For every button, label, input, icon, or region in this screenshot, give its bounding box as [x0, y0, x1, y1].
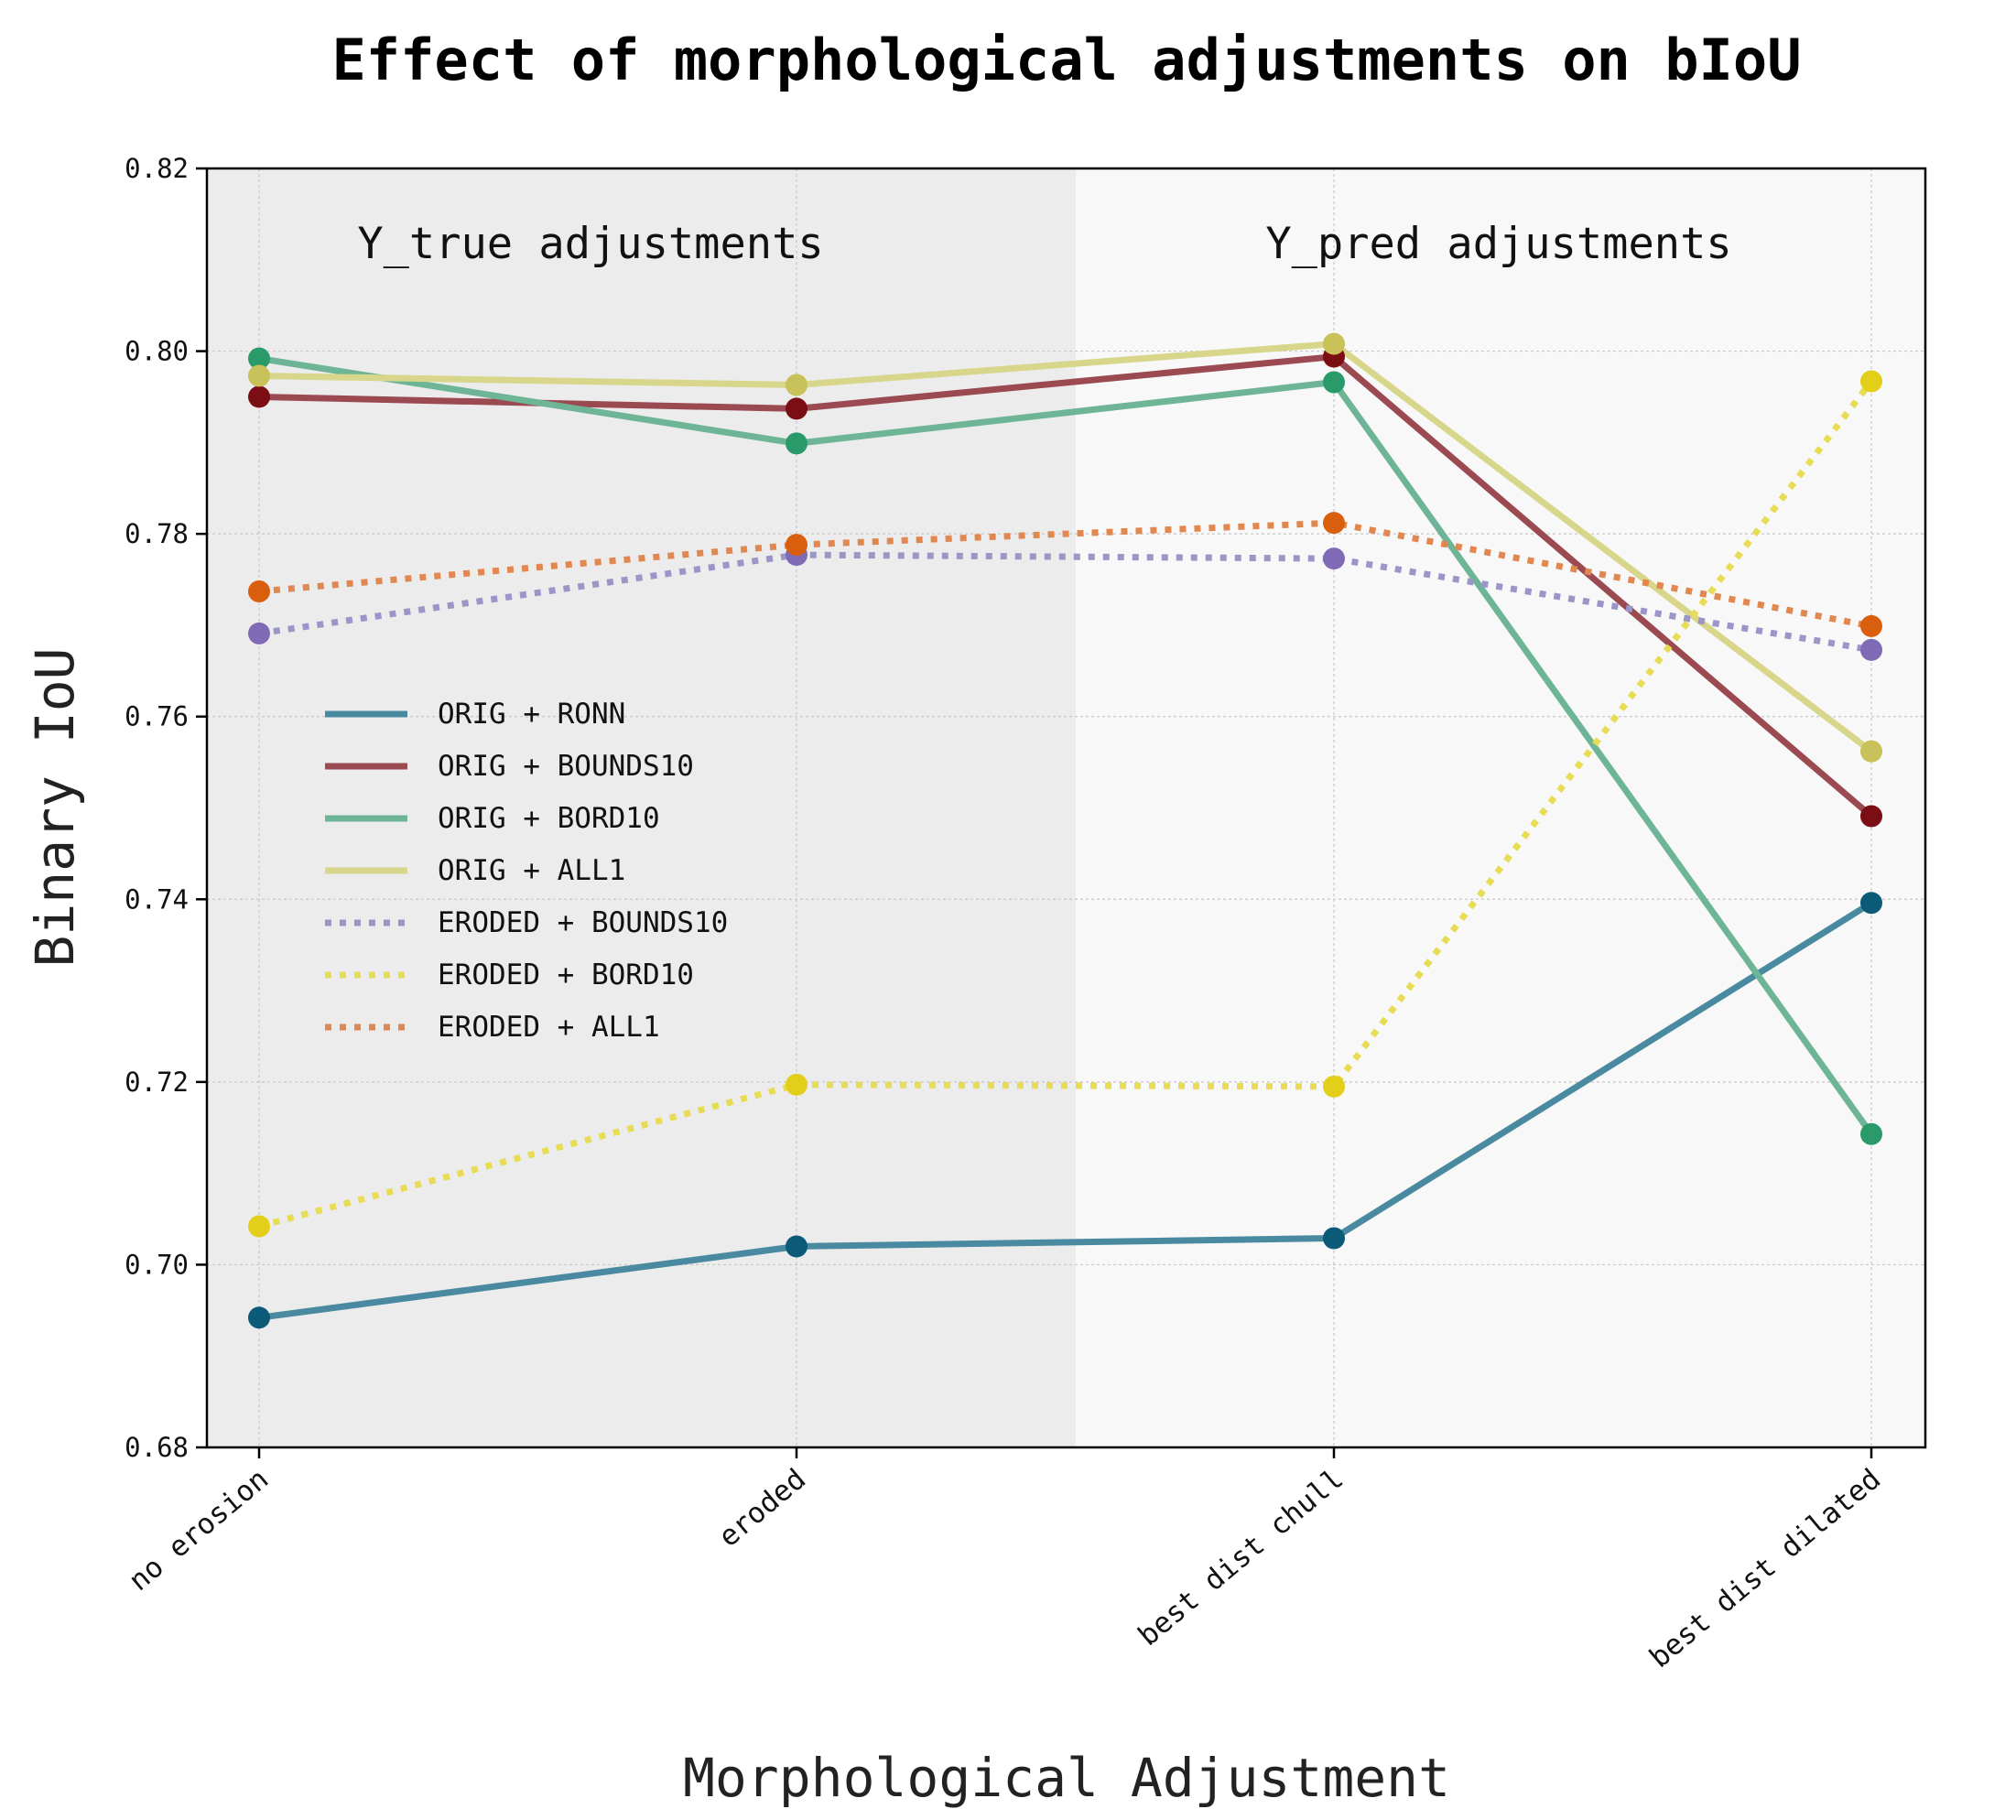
x-axis: no erosion eroded best dist chull best dist… [123, 1447, 1887, 1674]
y-tick-label-0: 0.68 [125, 1432, 189, 1463]
series-4-point-3 [1860, 638, 1882, 661]
legend: ORIG + RONN ORIG + BOUNDS10 ORIG + BORD10 O… [325, 698, 728, 1044]
series-line-0 [258, 900, 1873, 1321]
series-3-point-2 [1323, 332, 1345, 355]
series-5-point-3 [1860, 370, 1882, 393]
series-5-point-2 [1323, 1075, 1345, 1098]
region-label-1: Y_pred adjustments [1265, 219, 1731, 269]
series-3-point-1 [786, 374, 807, 396]
series-2-point-1 [786, 432, 807, 455]
legend-label-1: ORIG + BOUNDS10 [438, 750, 694, 783]
series-2-point-3 [1860, 1122, 1882, 1145]
series-0-point-1 [786, 1235, 807, 1258]
x-tick-label-1: eroded [712, 1463, 812, 1555]
x-tick-label-3: best dist dilated [1643, 1463, 1887, 1675]
plot-frame [205, 167, 1927, 1449]
series-0-point-3 [1860, 892, 1882, 915]
series-line-4 [258, 551, 1872, 654]
y-tick-label-6: 0.80 [125, 336, 189, 367]
x-tick-label-0: no erosion [123, 1463, 275, 1598]
series-line-6 [258, 519, 1872, 630]
region-1 [1076, 168, 1925, 1447]
markers-group [248, 332, 1882, 1329]
series-3-point-3 [1860, 740, 1882, 763]
series-1-point-0 [248, 385, 270, 408]
series-line-3 [258, 341, 1874, 754]
series-5-point-1 [786, 1073, 807, 1096]
series-1-point-3 [1860, 805, 1882, 828]
y-axis-label: Binary IoU [24, 647, 86, 967]
series-2-point-0 [248, 347, 270, 370]
legend-label-4: ERODED + BOUNDS10 [438, 906, 728, 939]
region-labels: Y_true adjustments Y_pred adjustments [357, 219, 1731, 269]
series-4-point-2 [1323, 547, 1345, 570]
legend-label-0: ORIG + RONN [438, 698, 625, 731]
series-group [258, 341, 1874, 1321]
series-6-point-3 [1860, 614, 1882, 637]
series-line-5 [258, 379, 1874, 1230]
y-tick-label-1: 0.70 [125, 1249, 189, 1280]
series-4-point-0 [248, 622, 270, 645]
series-0-point-0 [248, 1306, 270, 1329]
series-3-point-0 [248, 364, 270, 387]
series-2-point-2 [1323, 371, 1345, 394]
y-tick-label-3: 0.74 [125, 883, 189, 915]
y-tick-label-5: 0.78 [125, 518, 189, 549]
chart-title: Effect of morphological adjustments on b… [331, 27, 1801, 93]
region-label-0: Y_true adjustments [357, 219, 823, 269]
x-tick-label-2: best dist chull [1133, 1463, 1350, 1653]
legend-label-3: ORIG + ALL1 [438, 854, 625, 887]
legend-label-6: ERODED + ALL1 [438, 1011, 660, 1044]
y-axis: 0.68 0.70 0.72 0.74 0.76 0.78 0.80 0.82 [125, 153, 207, 1463]
y-tick-label-7: 0.82 [125, 153, 189, 184]
series-6-point-0 [248, 580, 270, 603]
series-6-point-1 [786, 534, 807, 557]
series-0-point-2 [1323, 1227, 1345, 1250]
legend-label-2: ORIG + BORD10 [438, 802, 660, 835]
series-6-point-2 [1323, 512, 1345, 535]
y-tick-label-4: 0.76 [125, 701, 189, 732]
series-5-point-0 [248, 1215, 270, 1238]
series-line-2 [258, 355, 1874, 1136]
x-axis-label: Morphological Adjustment [683, 1747, 1450, 1809]
series-1-point-1 [786, 397, 807, 420]
y-tick-label-2: 0.72 [125, 1067, 189, 1098]
legend-label-5: ERODED + BORD10 [438, 959, 694, 991]
